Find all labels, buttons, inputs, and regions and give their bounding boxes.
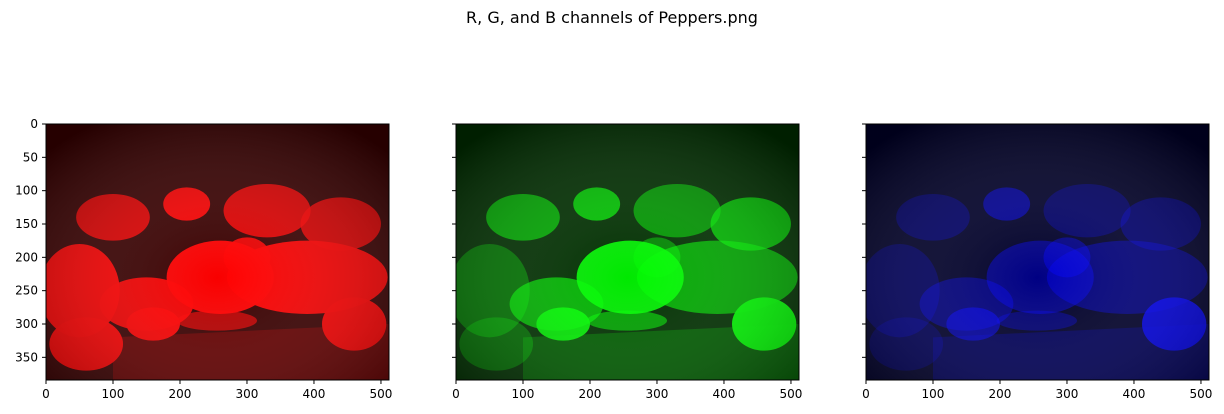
x-tick-label: 500 <box>1190 387 1213 401</box>
panel-r: 0 100 200 300 400 500 0 50 100 150 200 250 300 350 <box>15 117 392 401</box>
x-tick-label: 100 <box>512 387 535 401</box>
x-tick-label: 200 <box>989 387 1012 401</box>
y-tick-label: 100 <box>15 184 38 198</box>
x-tick-label: 200 <box>579 387 602 401</box>
channel-content-g <box>449 124 799 380</box>
y-tick-label: 50 <box>23 150 38 164</box>
x-tick-label: 100 <box>922 387 945 401</box>
y-tick-label: 0 <box>30 117 38 131</box>
x-tick-label: 100 <box>102 387 125 401</box>
x-tick-label: 300 <box>1056 387 1079 401</box>
y-tick-label: 300 <box>15 317 38 331</box>
y-tick-label: 250 <box>15 284 38 298</box>
channel-content-r <box>39 124 389 380</box>
x-tick-label: 0 <box>862 387 870 401</box>
x-tick-label: 500 <box>370 387 393 401</box>
x-tick-label: 400 <box>303 387 326 401</box>
x-tick-label: 400 <box>713 387 736 401</box>
y-tick-label: 150 <box>15 217 38 231</box>
y-tick-label: 200 <box>15 250 38 264</box>
x-tick-label: 200 <box>169 387 192 401</box>
x-tick-label: 0 <box>42 387 50 401</box>
channel-content-b <box>859 124 1209 380</box>
x-tick-label: 300 <box>236 387 259 401</box>
x-tick-label: 500 <box>780 387 803 401</box>
panel-b: 0 100 200 300 400 500 <box>859 124 1212 401</box>
x-tick-label: 400 <box>1123 387 1146 401</box>
x-tick-label: 0 <box>452 387 460 401</box>
y-tick-label: 350 <box>15 350 38 364</box>
x-tick-label: 300 <box>646 387 669 401</box>
panel-g: 0 100 200 300 400 500 <box>449 124 802 401</box>
